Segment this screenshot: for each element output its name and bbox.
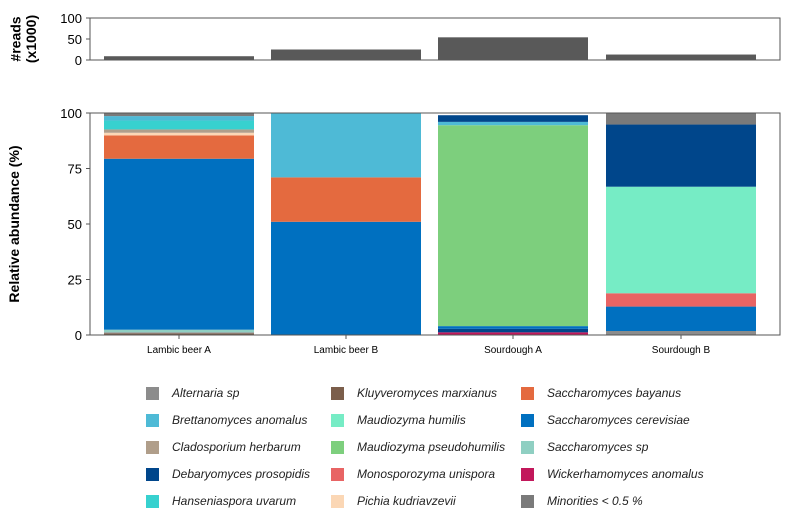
abundance-segment [438, 332, 588, 335]
legend-item: Saccharomyces bayanus [521, 384, 681, 402]
legend-label: Kluyveromyces marxianus [357, 386, 498, 400]
legend-swatch [521, 494, 534, 508]
legend-item: Pichia kudriavzevii [331, 492, 456, 510]
category-label: Lambic beer B [314, 345, 379, 356]
abundance-segment [104, 332, 254, 334]
reads-bar [438, 37, 588, 60]
legend-label: Saccharomyces sp [547, 440, 649, 454]
ytick-label: 50 [68, 217, 82, 232]
legend-swatch [521, 467, 534, 481]
legend-swatch [521, 440, 534, 454]
legend-swatch [146, 386, 159, 400]
abundance-segment [104, 116, 254, 121]
legend-item: Cladosporium herbarum [146, 438, 301, 456]
legend-item: Monosporozyma unispora [331, 465, 495, 483]
legend-swatch [331, 440, 344, 454]
legend-label: Saccharomyces bayanus [547, 386, 682, 400]
legend-item: Saccharomyces sp [521, 438, 648, 456]
legend-swatch [521, 413, 534, 427]
category-label: Sourdough A [484, 345, 542, 356]
abundance-segment [606, 331, 756, 335]
legend-item: Brettanomyces anomalus [146, 411, 307, 429]
ytick-label: 25 [68, 273, 82, 288]
legend-label: Wickerhamomyces anomalus [547, 467, 704, 481]
legend-item: Debaryomyces prosopidis [146, 465, 310, 483]
abundance-segment [438, 125, 588, 327]
legend-item: Wickerhamomyces anomalus [521, 465, 704, 483]
abundance-segment [438, 121, 588, 126]
category-label: Sourdough B [652, 345, 711, 356]
category-label: Lambic beer A [147, 345, 211, 356]
chart: 0 50 100 #reads(x1000) 0 25 50 75 100 Lambic beer… [6, 11, 781, 356]
abundance-segment [271, 113, 421, 178]
ytick-label: 0 [75, 328, 82, 343]
legend-swatch [331, 413, 344, 427]
legend-item: Saccharomyces cerevisiae [521, 411, 690, 429]
reads-bar [271, 49, 421, 60]
legend-swatch [331, 467, 344, 481]
abundance-segment [104, 135, 254, 159]
abundance-segment [606, 186, 756, 294]
legend-item: Minorities < 0.5 % [521, 492, 643, 510]
abundance-segment [104, 333, 254, 335]
legend-swatch [331, 494, 344, 508]
legend-label: Alternaria sp [172, 386, 240, 400]
legend-label: Debaryomyces prosopidis [172, 467, 311, 481]
legend-label: Brettanomyces anomalus [172, 413, 308, 427]
legend-swatch [146, 494, 159, 508]
top-ytick-label: 100 [60, 11, 82, 26]
legend-item: Hanseniaspora uvarum [146, 492, 296, 510]
legend-swatch [521, 386, 534, 400]
abundance-segment [104, 120, 254, 130]
legend-item: Alternaria sp [146, 384, 239, 402]
top-ylabel-line: #reads [8, 16, 24, 61]
ylabel: Relative abundance (%) [6, 145, 22, 302]
abundance-segment [438, 115, 588, 122]
legend-label: Maudiozyma pseudohumilis [357, 440, 506, 454]
abundance-segment [606, 113, 756, 125]
abundance-segment [104, 158, 254, 330]
bottom-panel-frame [89, 112, 781, 336]
legend-label: Hanseniaspora uvarum [172, 494, 297, 508]
abundance-segment [271, 177, 421, 222]
abundance-segment [104, 113, 254, 117]
legend-label: Cladosporium herbarum [172, 440, 301, 454]
reads-bar [104, 56, 254, 60]
abundance-segment [606, 306, 756, 332]
legend-swatch [146, 467, 159, 481]
legend-label: Monosporozyma unispora [357, 467, 496, 481]
abundance-segment [606, 124, 756, 187]
legend-label: Pichia kudriavzevii [357, 494, 456, 508]
legend-item: Kluyveromyces marxianus [331, 384, 497, 402]
legend-label: Maudiozyma humilis [357, 413, 466, 427]
legend-swatch [331, 386, 344, 400]
top-ylabel: #reads(x1000) [8, 15, 39, 63]
legend-swatch [146, 413, 159, 427]
abundance-segment [104, 129, 254, 133]
legend: Alternaria sp Brettanomyces anomalus Clado… [146, 384, 746, 514]
reads-bar [606, 54, 756, 60]
ytick-label: 100 [60, 106, 82, 121]
legend-label: Saccharomyces cerevisiae [547, 413, 690, 427]
abundance-segment [438, 326, 588, 329]
top-ylabel-line: (x1000) [23, 15, 39, 63]
legend-item: Maudiozyma pseudohumilis [331, 438, 505, 456]
abundance-segment [104, 132, 254, 136]
top-panel-frame [89, 17, 781, 61]
legend-label: Minorities < 0.5 % [547, 494, 643, 508]
ytick-label: 75 [68, 162, 82, 177]
abundance-segment [271, 221, 421, 335]
legend-item: Maudiozyma humilis [331, 411, 466, 429]
abundance-segment [606, 293, 756, 307]
abundance-segment [104, 329, 254, 333]
top-ytick-label: 0 [75, 53, 82, 68]
abundance-segment [438, 328, 588, 333]
legend-swatch [146, 440, 159, 454]
top-ytick-label: 50 [68, 32, 82, 47]
